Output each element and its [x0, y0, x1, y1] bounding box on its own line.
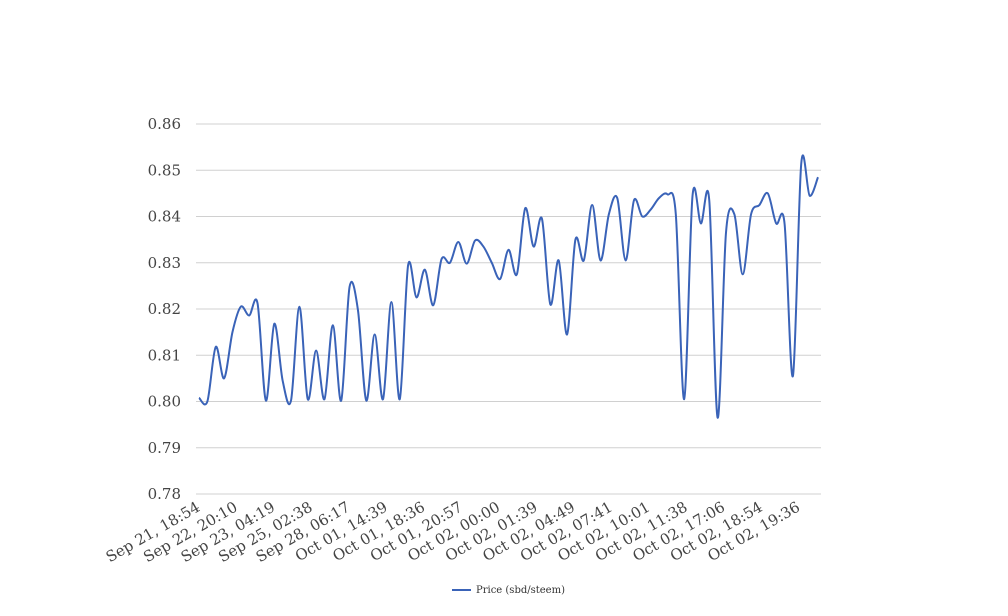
series-line-price [198, 154, 819, 419]
y-tick-label: 0.84 [148, 208, 181, 226]
y-tick-label: 0.82 [148, 300, 181, 318]
y-tick-label: 0.80 [148, 393, 181, 411]
legend[interactable]: Price (sbd/steem) [452, 585, 565, 596]
y-tick-label: 0.83 [148, 254, 181, 272]
y-tick-label: 0.86 [148, 115, 181, 133]
y-tick-label: 0.85 [148, 161, 181, 179]
y-tick-label: 0.81 [148, 346, 181, 364]
legend-label-price: Price (sbd/steem) [476, 585, 565, 596]
gridlines [196, 123, 821, 495]
y-tick-label: 0.78 [148, 485, 181, 503]
y-axis-tick-labels: 0.78 0.79 0.80 0.81 0.82 0.83 0.84 0.85 0.86 [148, 115, 181, 503]
series-layer [198, 154, 819, 419]
y-tick-label: 0.79 [148, 439, 181, 457]
